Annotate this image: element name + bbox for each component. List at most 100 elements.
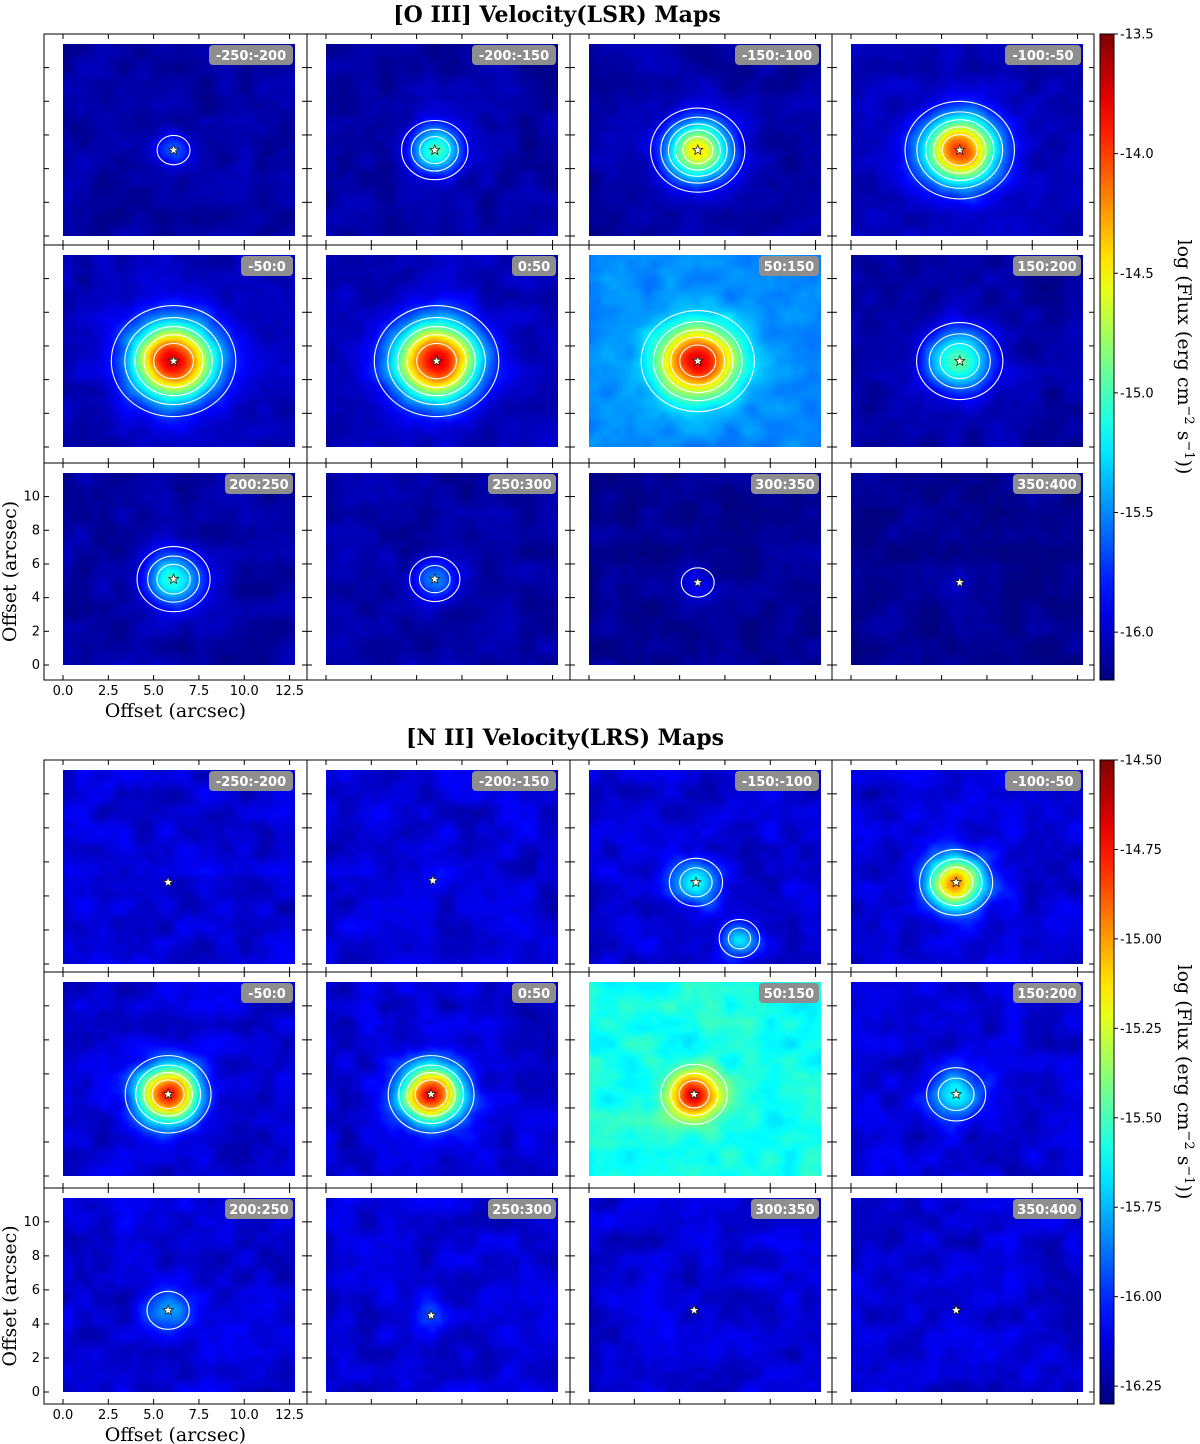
flux-contour (670, 1072, 719, 1117)
flux-heatmap (63, 1198, 295, 1392)
flux-contour (156, 563, 191, 595)
colorbar-tick-label: -15.5 (1120, 506, 1154, 521)
flux-heatmap (326, 1198, 558, 1392)
flux-contour (652, 321, 743, 402)
velocity-label: 200:250 (229, 1203, 288, 1218)
velocity-label-badge (759, 256, 819, 276)
flux-heatmap (326, 255, 558, 447)
x-tick-label: 5.0 (143, 1408, 164, 1423)
x-tick-label: 7.5 (189, 684, 210, 699)
velocity-label-badge (512, 256, 556, 276)
star-marker (162, 1087, 175, 1100)
velocity-label-badge (241, 256, 293, 276)
velocity-label-badge (1013, 256, 1081, 276)
flux-heatmap (851, 1198, 1083, 1392)
flux-contour (414, 1079, 448, 1110)
star-marker (950, 1087, 963, 1100)
velocity-label: 200:250 (229, 478, 288, 493)
flux-contour (926, 1067, 987, 1122)
flux-heatmap (589, 770, 821, 964)
flux-heatmap (589, 44, 821, 236)
flux-contour (409, 556, 461, 603)
flux-contour (143, 1071, 193, 1117)
y-tick-label: 0 (32, 1385, 40, 1400)
flux-contour (938, 866, 974, 898)
star-marker (426, 874, 439, 886)
flux-contour (134, 326, 213, 397)
y-tick-label: 4 (32, 1317, 40, 1332)
y-axis-label: Offset (arcsec) (0, 501, 21, 642)
y-tick-label: 6 (32, 1283, 40, 1298)
flux-heatmap (63, 255, 295, 447)
star-marker (167, 572, 180, 585)
y-tick-label: 8 (32, 523, 40, 538)
flux-contour (680, 567, 715, 598)
star-marker (950, 875, 963, 888)
y-tick-label: 6 (32, 557, 40, 572)
flux-contour (916, 111, 1004, 189)
colorbar-tick-label: -15.00 (1120, 932, 1162, 947)
star-marker (430, 354, 443, 367)
star-marker (425, 1087, 438, 1100)
velocity-label-badge (488, 474, 556, 494)
star-marker (953, 354, 966, 367)
flux-contour (678, 1080, 710, 1109)
flux-contour (153, 342, 194, 380)
velocity-label-badge (1005, 771, 1081, 791)
flux-contour (136, 545, 211, 613)
velocity-label-badge (472, 771, 556, 791)
velocity-label: -200:-150 (479, 49, 549, 64)
flux-contour (124, 1055, 212, 1134)
x-tick-label: 10.0 (230, 1408, 259, 1423)
star-marker (691, 576, 704, 588)
oiii-figure-title: [O III] Velocity(LSR) Maps (393, 2, 720, 28)
flux-heatmap (326, 982, 558, 1176)
y-tick-label: 4 (32, 591, 40, 606)
flux-contour (387, 317, 486, 406)
velocity-label: -200:-150 (479, 775, 549, 790)
flux-contour (679, 344, 717, 378)
flux-contour (151, 1079, 185, 1110)
velocity-label: -250:-200 (216, 49, 286, 64)
flux-contour (925, 119, 995, 182)
velocity-label: 300:350 (755, 478, 814, 493)
y-tick-label: 8 (32, 1249, 40, 1264)
flux-contour (929, 858, 983, 907)
flux-contour (143, 334, 204, 389)
velocity-label-badge (735, 771, 819, 791)
velocity-label-badge (1013, 474, 1081, 494)
flux-heatmap (63, 44, 295, 236)
colorbar-tick-label: -14.50 (1120, 754, 1162, 769)
velocity-label-badge (209, 771, 293, 791)
velocity-label-badge (225, 474, 293, 494)
flux-contour (156, 134, 191, 166)
flux-contour (147, 555, 200, 603)
velocity-label-badge (759, 983, 819, 1003)
flux-heatmap (589, 982, 821, 1176)
x-tick-label: 0.0 (53, 1408, 74, 1423)
flux-heatmap (589, 255, 821, 447)
nii-figure-title: [N II] Velocity(LRS) Maps (406, 725, 724, 751)
star-marker (953, 143, 966, 156)
star-marker (950, 1303, 963, 1316)
colorbar-label: log (Flux (erg cm−2 s−1)) (1173, 965, 1197, 1200)
panel-grid-frame (43, 759, 1095, 1405)
x-axis-label: Offset (arcsec) (105, 700, 246, 722)
flux-heatmap (851, 255, 1083, 447)
flux-heatmap (326, 44, 558, 236)
velocity-label-badge (751, 1199, 819, 1219)
flux-heatmap (63, 473, 295, 665)
star-marker (428, 572, 441, 585)
y-tick-label: 2 (32, 624, 40, 639)
flux-heatmap (851, 44, 1083, 236)
flux-contour (928, 333, 991, 389)
star-marker (689, 875, 702, 888)
flux-contour (650, 107, 746, 193)
velocity-label-badge (512, 983, 556, 1003)
x-tick-label: 10.0 (230, 684, 259, 699)
colorbar-tick-label: -15.0 (1120, 386, 1154, 401)
flux-contour (110, 305, 237, 418)
flux-contour (416, 342, 457, 380)
colorbar (1099, 759, 1115, 1405)
colorbar-tick-label: -15.25 (1120, 1022, 1162, 1037)
